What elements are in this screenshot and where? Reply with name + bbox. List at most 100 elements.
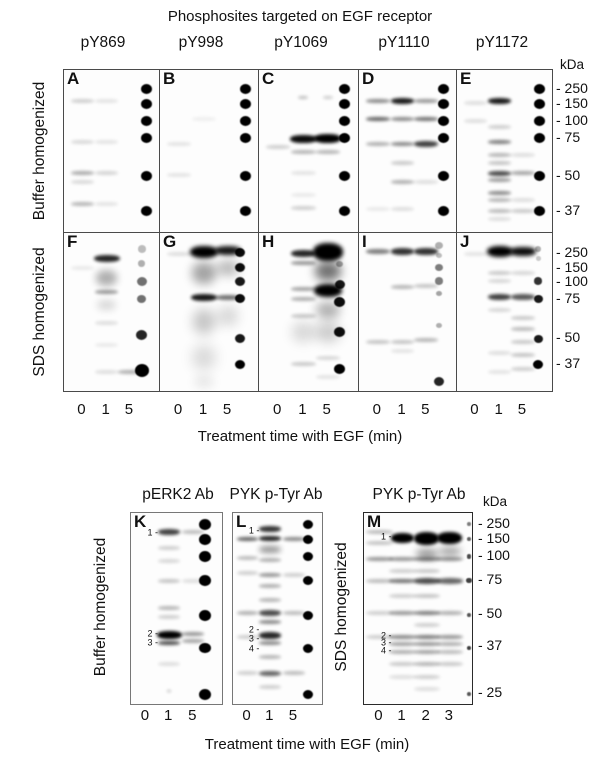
protein-band (414, 179, 439, 184)
protein-band (322, 96, 333, 100)
protein-band (95, 370, 119, 375)
protein-band (315, 355, 340, 360)
lane-time-label: 3 (444, 707, 453, 724)
protein-band (96, 269, 118, 286)
kda-unit-label-bottom: kDa (483, 494, 508, 509)
protein-band (190, 246, 218, 259)
kda-marker-label: - 75 (556, 290, 581, 306)
protein-band (436, 649, 463, 654)
mw-marker-dot (199, 689, 212, 700)
protein-band (236, 634, 259, 639)
protein-band (389, 568, 416, 573)
panel-letter: E (460, 69, 472, 88)
protein-band (291, 287, 316, 291)
mw-marker-dot (235, 294, 245, 304)
mw-marker-dot (235, 359, 245, 369)
protein-band (389, 611, 416, 616)
mw-marker-dot (437, 133, 449, 143)
protein-band (511, 352, 535, 357)
lane-time-label: 0 (470, 401, 479, 418)
protein-band (291, 171, 316, 176)
protein-band (95, 171, 119, 176)
lane-time-label: 1 (265, 707, 274, 724)
protein-band (511, 315, 535, 320)
band-number-annotation: 3 - (248, 633, 260, 644)
kda-marker-label: - 250 (556, 244, 588, 260)
protein-band (259, 535, 282, 541)
protein-band (390, 98, 415, 105)
kda-marker-label: - 150 (478, 530, 510, 546)
protein-band (437, 532, 463, 545)
protein-band (511, 171, 535, 176)
kda-marker-label: - 150 (556, 95, 588, 111)
protein-band (413, 568, 440, 573)
protein-band (182, 578, 205, 583)
protein-band (95, 202, 119, 207)
protein-band (390, 141, 415, 146)
protein-band (236, 570, 259, 575)
mw-marker-dot (533, 133, 545, 143)
protein-band (415, 548, 438, 559)
blot-panel-I: I (358, 232, 457, 392)
kda-marker-label: - 37 (556, 202, 581, 218)
blot-panel-G: G (159, 232, 259, 392)
protein-band (488, 177, 512, 182)
protein-band (366, 611, 393, 616)
protein-band (365, 248, 390, 254)
protein-band (70, 99, 95, 104)
mw-marker-dot (136, 330, 148, 341)
mw-marker-dot (466, 537, 472, 542)
mw-marker-dot (239, 170, 251, 181)
protein-band (390, 339, 415, 344)
lane-time-label: 1 (101, 401, 110, 418)
protein-band (167, 251, 191, 256)
kda-marker-label: - 100 (478, 547, 510, 563)
protein-band (266, 145, 291, 150)
mw-marker-dot (239, 206, 251, 216)
lane-time-label: 0 (273, 401, 282, 418)
protein-band (488, 307, 512, 312)
protein-band (366, 578, 393, 583)
mw-marker-dot (437, 116, 449, 126)
protein-band (259, 610, 282, 617)
protein-band (414, 117, 439, 122)
protein-band (365, 99, 390, 104)
kda-marker-label: - 150 (556, 259, 588, 275)
kda-marker-label: - 50 (556, 167, 581, 183)
protein-band (283, 671, 305, 676)
protein-band (390, 179, 415, 184)
protein-band (70, 140, 95, 145)
protein-band (488, 294, 512, 300)
protein-band (414, 531, 440, 545)
band-number-annotation: 2 - (380, 630, 392, 641)
panel-letter: G (163, 232, 177, 251)
protein-band (157, 615, 181, 620)
protein-band (511, 153, 535, 158)
protein-band (95, 140, 119, 145)
mw-marker-dot (199, 518, 212, 530)
mw-marker-dot (533, 206, 545, 216)
mw-marker-dot (239, 133, 251, 143)
antibody-header: pERK2 Ab (142, 486, 214, 503)
protein-band (216, 294, 240, 300)
kda-marker-label: - 75 (556, 129, 581, 145)
lane-time-label: 1 (163, 707, 173, 724)
protein-band (182, 530, 205, 535)
blot-panel-D: D (358, 69, 457, 233)
row-label-buffer-homogenized-bottom: Buffer homogenized (92, 537, 109, 677)
protein-band (436, 557, 463, 562)
protein-band (298, 96, 309, 100)
lane-time-label: 5 (124, 401, 134, 418)
protein-band (414, 338, 439, 343)
protein-band (488, 191, 512, 195)
mw-marker-dot (436, 323, 443, 329)
protein-band (259, 670, 282, 676)
protein-band (283, 611, 305, 616)
row-label-sds-homogenized-bottom: SDS homogenized (333, 542, 350, 672)
protein-band (70, 171, 95, 176)
band-number-annotation: 2 - (147, 628, 158, 639)
protein-band (259, 558, 282, 563)
protein-band (413, 642, 440, 647)
protein-band (96, 300, 117, 310)
mw-marker-dot (199, 533, 212, 545)
